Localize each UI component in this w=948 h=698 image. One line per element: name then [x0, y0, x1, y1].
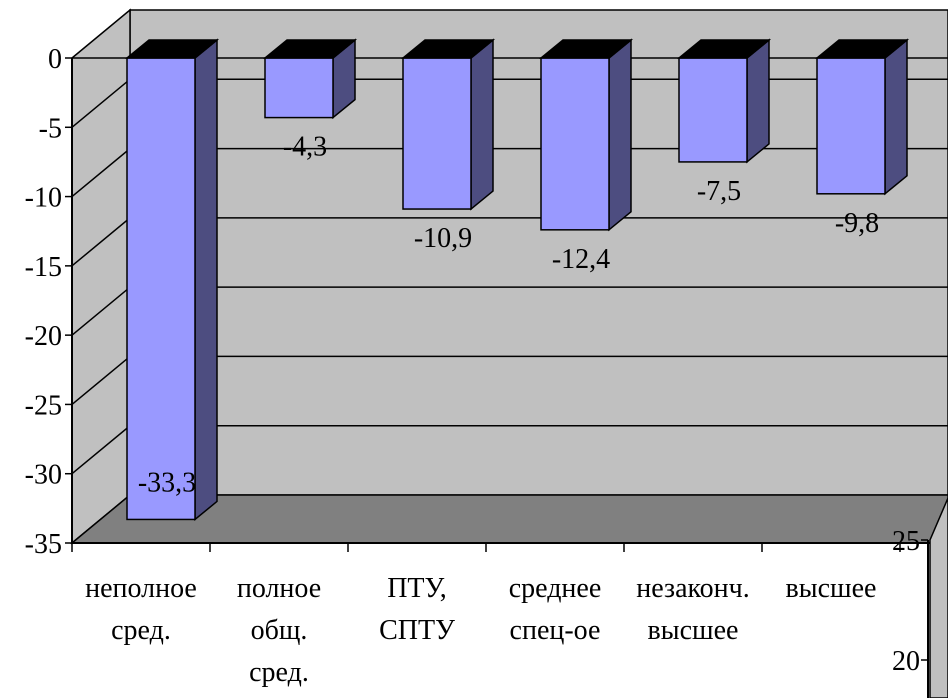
x-category-label: ПТУ, СПТУ — [379, 573, 455, 646]
x-category-label: среднее спец-ое — [509, 573, 602, 646]
second-chart-wall — [929, 497, 948, 698]
bar-side — [608, 38, 632, 232]
bar-top — [400, 39, 496, 59]
y-tick-label: -25 — [25, 390, 62, 421]
bar-side — [470, 38, 494, 211]
y-tick-label: -30 — [25, 460, 62, 491]
x-category-label: неполное сред. — [85, 573, 197, 646]
bar-top — [676, 39, 772, 59]
bar-side — [746, 38, 770, 164]
side-gridline — [71, 147, 131, 198]
bar-top — [814, 39, 910, 59]
data-label: -10,9 — [414, 223, 472, 254]
y-axis: 0 -5 -10 -15 -20 -25 -30 -35 — [25, 44, 73, 560]
data-label: -4,3 — [283, 132, 327, 163]
bar-top — [262, 39, 358, 59]
bars — [124, 38, 910, 522]
x-axis: неполное сред. полное общ. сред. ПТУ, СПТУ сред… — [71, 542, 948, 688]
side-gridline — [71, 217, 131, 267]
y-tick-label: -20 — [25, 321, 62, 352]
y-tick-label: -5 — [39, 113, 62, 144]
bar-front — [402, 57, 472, 210]
side-gridline — [71, 425, 131, 475]
data-label: -12,4 — [552, 244, 610, 275]
data-labels: -33,3 -4,3 -10,9 -12,4 -7,5 -9,8 — [138, 132, 879, 499]
side-gridline — [71, 286, 131, 336]
second-chart-fragment: 25 20 — [892, 497, 948, 698]
y-tick-label: -15 — [25, 252, 62, 283]
x-category-label: незаконч. высшее — [636, 573, 750, 646]
x-category-label: полное общ. сред. — [237, 573, 321, 688]
side-gridline — [71, 355, 131, 406]
bar-front — [126, 57, 196, 521]
y-tick-label: -10 — [25, 183, 62, 214]
bar-top — [124, 39, 220, 59]
y-tick-label: -35 — [25, 529, 62, 560]
bar-top — [538, 39, 634, 59]
data-label: -33,3 — [138, 467, 196, 498]
bar — [262, 38, 358, 120]
bar-side — [884, 38, 908, 196]
bar-front — [816, 57, 886, 195]
bar — [676, 38, 772, 164]
bar — [124, 38, 220, 522]
x-category-label: высшее — [786, 573, 877, 604]
bar-front — [678, 57, 748, 163]
second-chart-tick-label: 25 — [892, 526, 920, 557]
bar-front — [540, 57, 610, 231]
data-label: -7,5 — [697, 176, 741, 207]
bar-front — [264, 57, 334, 119]
bar — [814, 38, 910, 196]
second-chart-tick-label: 20 — [892, 646, 920, 677]
y-tick-label: 0 — [48, 44, 62, 75]
side-wall — [71, 8, 131, 545]
side-gridline — [71, 78, 131, 128]
bar-side — [194, 38, 218, 522]
bar — [538, 38, 634, 232]
data-label: -9,8 — [835, 208, 879, 239]
bar — [400, 38, 496, 211]
